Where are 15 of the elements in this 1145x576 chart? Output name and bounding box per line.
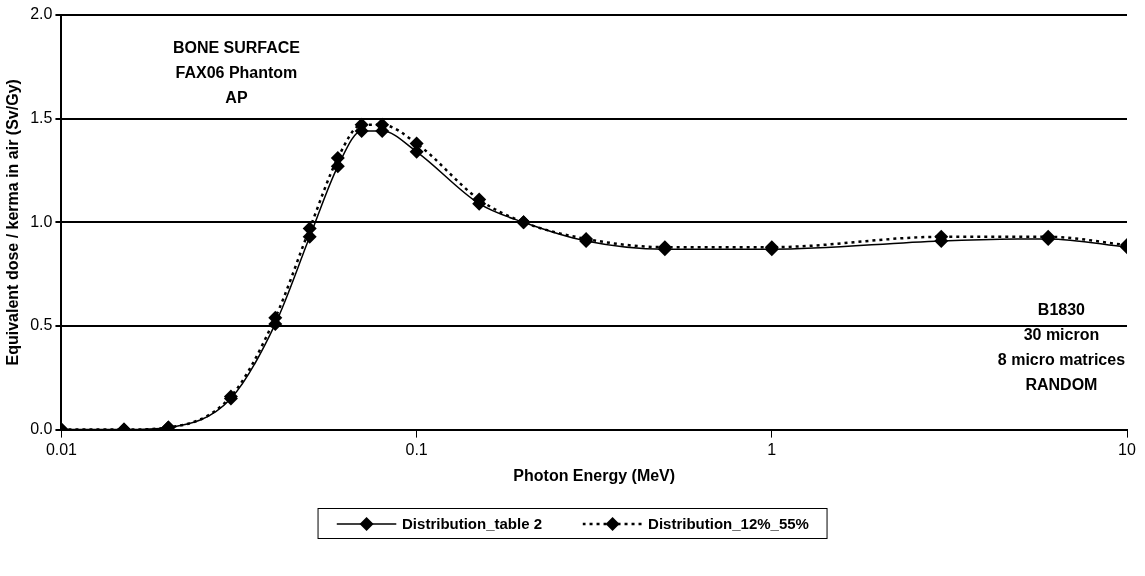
y-tick-label: 1.0 bbox=[30, 212, 53, 230]
y-tick-label: 0.5 bbox=[30, 316, 53, 334]
legend-label: Distribution_table 2 bbox=[402, 515, 543, 532]
x-tick-label: 10 bbox=[1118, 440, 1136, 458]
y-tick-label: 1.5 bbox=[30, 109, 53, 127]
x-axis-title: Photon Energy (MeV) bbox=[513, 466, 676, 484]
legend-label: Distribution_12%_55% bbox=[648, 515, 809, 532]
annotation: B1830 30 micron 8 micro matrices RANDOM bbox=[997, 301, 1126, 393]
y-tick-label: 0.0 bbox=[30, 420, 53, 438]
x-tick-label: 0.1 bbox=[405, 440, 428, 458]
x-tick-label: 0.01 bbox=[45, 440, 78, 458]
y-axis-title: Equivalent dose / kerma in air (Sv/Gy) bbox=[4, 79, 22, 366]
y-tick-label: 2.0 bbox=[30, 5, 53, 23]
annotation: BONE SURFACE FAX06 Phantom AP bbox=[172, 39, 301, 106]
x-tick-label: 1 bbox=[767, 440, 777, 458]
